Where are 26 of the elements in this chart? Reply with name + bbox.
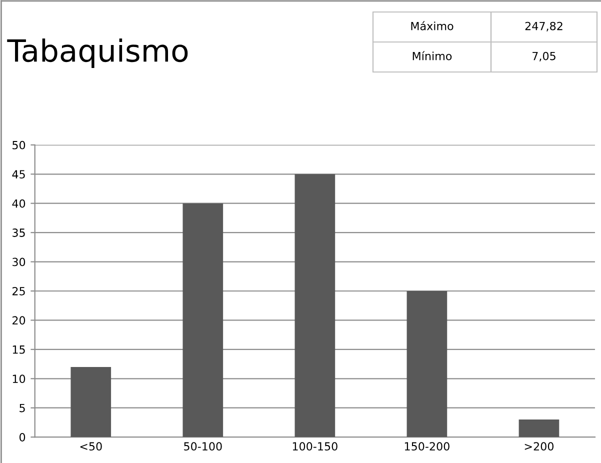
y-tick-label: 45: [12, 170, 25, 179]
bar: [406, 290, 448, 438]
text: 7,05: [532, 52, 556, 62]
y-tick-label: 30: [12, 258, 26, 266]
y-tick-label: 5: [20, 404, 25, 412]
y-tick-label: 20: [12, 316, 26, 325]
y-tick-label: 0: [19, 433, 26, 442]
bar: [294, 174, 336, 438]
chart-title: Tabaquismo: [7, 38, 188, 68]
text: 247,82: [525, 22, 562, 32]
bar: [70, 366, 112, 438]
y-tick-label: 25: [12, 286, 25, 296]
y-tick-label: 40: [12, 199, 26, 208]
bar: [182, 203, 224, 438]
x-tick-label: 50-100: [184, 442, 222, 451]
y-tick-label: 10: [12, 374, 26, 384]
text: Máximo: [411, 21, 454, 30]
x-tick-label: 150-200: [404, 442, 450, 451]
y-tick-label: 15: [12, 346, 25, 354]
bar: [518, 420, 560, 438]
x-tick-label: 100-150: [292, 442, 338, 451]
x-tick-label: <50: [80, 442, 102, 451]
text: Mínimo: [412, 51, 452, 60]
y-tick-label: 50: [12, 140, 26, 150]
y-tick-label: 35: [12, 228, 25, 237]
x-tick-label: >200: [524, 442, 554, 451]
